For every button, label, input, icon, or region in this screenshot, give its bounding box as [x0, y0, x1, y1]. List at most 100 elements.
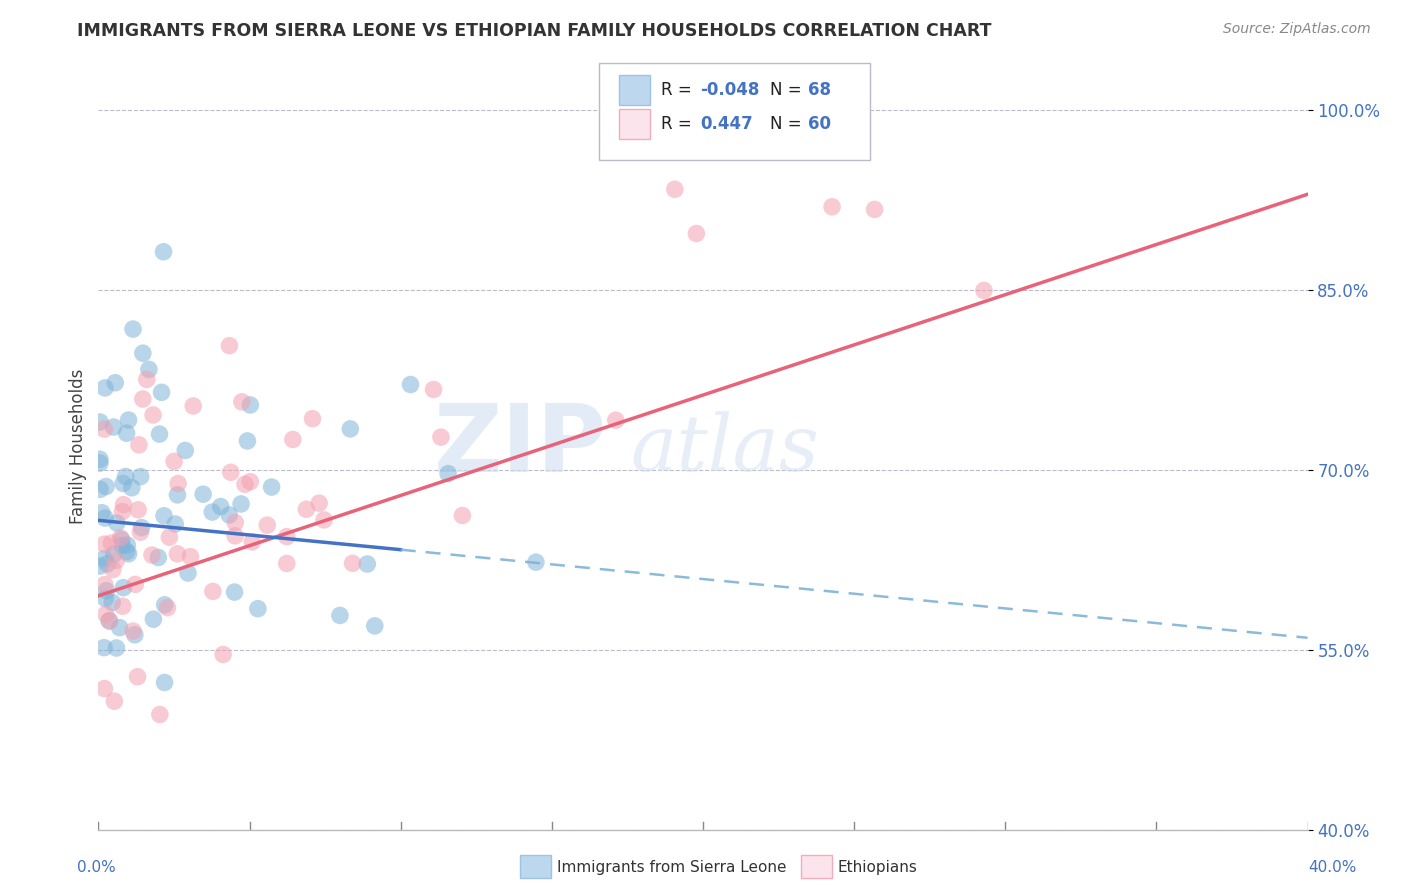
Point: [129, 469, 152, 483]
Point: [219, 466, 242, 480]
Point: [112, 581, 135, 595]
Point: [422, 383, 444, 397]
Point: [177, 566, 200, 580]
Point: [156, 600, 179, 615]
Text: 60: 60: [808, 115, 831, 133]
Text: Immigrants from Sierra Leone: Immigrants from Sierra Leone: [557, 860, 786, 874]
Point: [153, 598, 176, 612]
Point: [121, 481, 143, 495]
Point: [117, 538, 139, 552]
Point: [111, 538, 134, 552]
Point: [89, 483, 111, 497]
Point: [124, 628, 146, 642]
Point: [98, 614, 121, 628]
Point: [364, 619, 387, 633]
Text: 68: 68: [808, 81, 831, 99]
Point: [129, 525, 152, 540]
Point: [246, 601, 269, 615]
Point: [142, 408, 165, 422]
Point: [132, 392, 155, 406]
Point: [312, 513, 335, 527]
Point: [821, 200, 844, 214]
Point: [94, 511, 117, 525]
Point: [141, 548, 163, 562]
Point: [101, 562, 124, 576]
Point: [163, 454, 186, 468]
Point: [142, 612, 165, 626]
Point: [111, 505, 134, 519]
Text: R =: R =: [661, 115, 702, 133]
Text: ZIP: ZIP: [433, 400, 606, 492]
Point: [93, 640, 115, 655]
Point: [218, 338, 240, 352]
Point: [89, 559, 111, 574]
Point: [685, 227, 707, 241]
Point: [108, 621, 131, 635]
Point: [111, 533, 134, 547]
Text: 0.447: 0.447: [700, 115, 754, 133]
Y-axis label: Family Households: Family Households: [69, 368, 87, 524]
Point: [239, 475, 262, 489]
Point: [96, 583, 118, 598]
Point: [105, 553, 128, 567]
Point: [122, 624, 145, 638]
Point: [100, 536, 122, 550]
Point: [94, 381, 117, 395]
Point: [96, 557, 118, 571]
Point: [103, 547, 125, 561]
Point: [127, 503, 149, 517]
Point: [451, 508, 474, 523]
Point: [973, 284, 995, 298]
Text: 40.0%: 40.0%: [1309, 860, 1357, 874]
Point: [239, 398, 262, 412]
Point: [93, 422, 115, 436]
Point: [179, 549, 201, 564]
Point: [236, 434, 259, 448]
Point: [148, 427, 170, 442]
Point: [104, 376, 127, 390]
Point: [524, 555, 547, 569]
Point: [98, 614, 121, 628]
Point: [260, 480, 283, 494]
Point: [101, 595, 124, 609]
Point: [122, 322, 145, 336]
Text: R =: R =: [661, 81, 697, 99]
Point: [103, 420, 125, 434]
Point: [301, 411, 323, 425]
Point: [256, 518, 278, 533]
Point: [218, 508, 240, 522]
Point: [356, 557, 378, 571]
Point: [233, 477, 256, 491]
Text: Source: ZipAtlas.com: Source: ZipAtlas.com: [1223, 22, 1371, 37]
Point: [224, 585, 246, 599]
Point: [112, 498, 135, 512]
Point: [93, 537, 115, 551]
Point: [201, 584, 224, 599]
Text: N =: N =: [770, 81, 807, 99]
Point: [209, 500, 232, 514]
Point: [93, 551, 115, 566]
Point: [132, 346, 155, 360]
Point: [276, 557, 298, 571]
Point: [437, 467, 460, 481]
Text: atlas: atlas: [630, 412, 820, 488]
Point: [191, 487, 214, 501]
Point: [148, 550, 170, 565]
Point: [231, 395, 253, 409]
Point: [181, 399, 204, 413]
Point: [224, 516, 246, 530]
Text: Ethiopians: Ethiopians: [838, 860, 918, 874]
Point: [150, 385, 173, 400]
Point: [112, 476, 135, 491]
Point: [166, 488, 188, 502]
Point: [153, 508, 176, 523]
Point: [201, 505, 224, 519]
Point: [138, 362, 160, 376]
Point: [131, 521, 153, 535]
Point: [105, 640, 128, 655]
Point: [115, 426, 138, 441]
Point: [152, 244, 174, 259]
Point: [295, 502, 318, 516]
Point: [111, 599, 134, 614]
Point: [94, 577, 117, 591]
